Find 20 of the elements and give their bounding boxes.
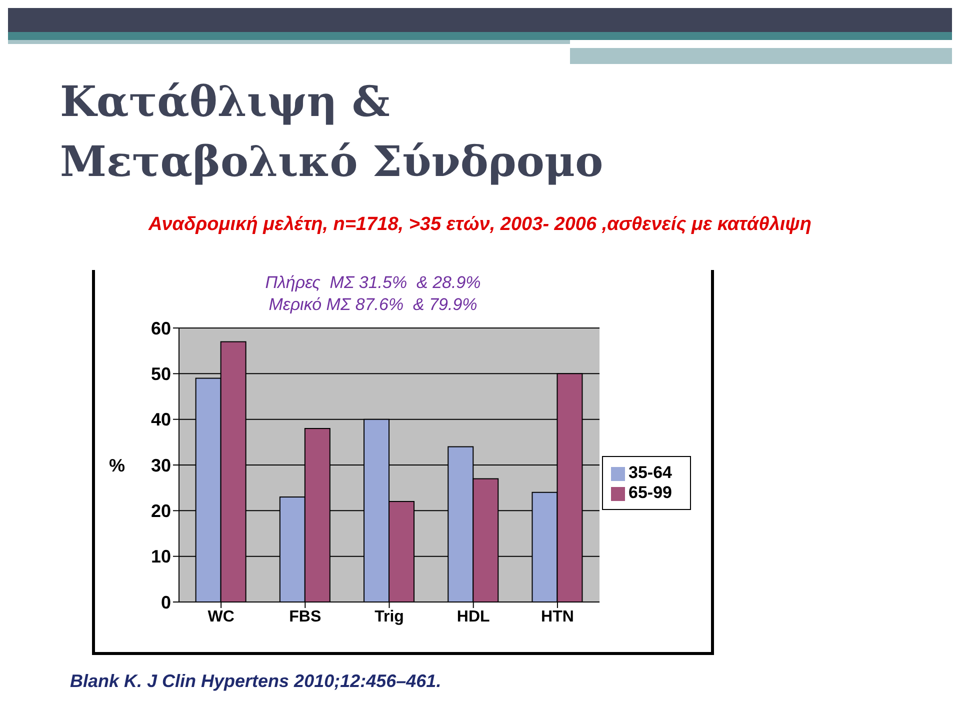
y-tick-label: 0 [160,592,171,612]
y-tick-label: 60 [150,318,171,338]
y-tick-label: 40 [150,410,171,430]
x-tick-label: HDL [456,608,490,626]
text: Πλήρες ΜΣ 31.5% & 28.9% [264,272,482,294]
x-tick-label: HTN [541,608,574,626]
chart-title: Κατάθλιψη & Μεταβολικό Σύνδρομο [60,76,604,188]
y-tick-label: 30 [150,455,171,476]
x-tick-label: FBS [289,608,322,626]
x-tick-label: WC [208,608,235,626]
text: Μερικό ΜΣ 87.6% & 79.9% [268,294,478,316]
y-tick-label: 20 [150,501,171,522]
y-axis-title: % [109,455,126,476]
y-tick-label: 50 [150,364,171,384]
y-tick-label: 10 [150,546,171,567]
chart-subtitle: Αναδρομική μελέτη, n=1718, >35 ετών, 2003- 2006 ,ασθενείς με κατάθλιψη [147,214,812,236]
legend-label: 35-64 [628,463,672,482]
text: Blank K. J Clin Hypertens 2010;12:456–461. [70,671,442,692]
legend-label: 65-99 [628,483,672,502]
x-tick-label: Trig [374,608,404,626]
